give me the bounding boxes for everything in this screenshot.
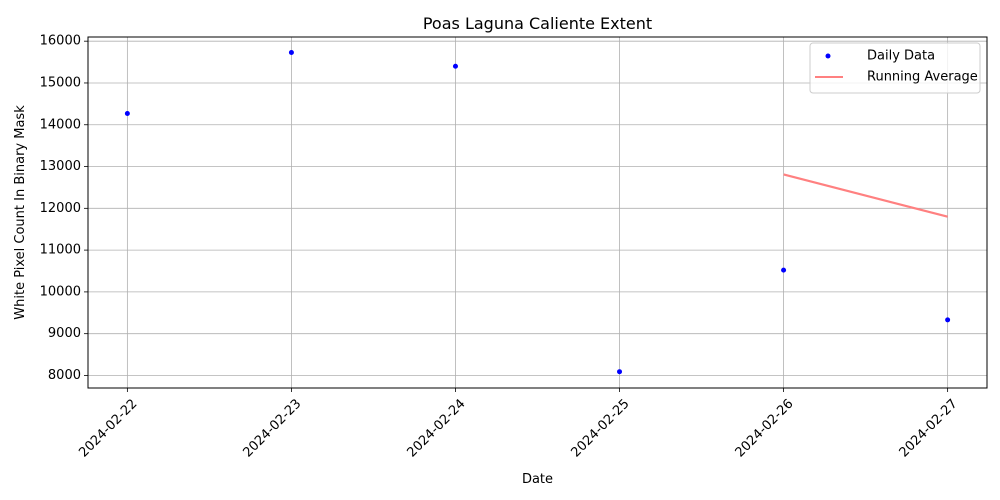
plot-frame bbox=[87, 36, 988, 389]
y-tick-label: 10000 bbox=[40, 284, 81, 299]
running-average-series bbox=[783, 173, 948, 218]
y-tick-label: 16000 bbox=[40, 34, 81, 49]
daily-data-point bbox=[452, 63, 458, 69]
daily-data-point bbox=[617, 369, 623, 375]
daily-data-point bbox=[781, 267, 787, 273]
y-axis-label: White Pixel Count In Binary Mask bbox=[13, 105, 28, 320]
y-tick-label: 13000 bbox=[40, 159, 81, 174]
y-tick-label: 11000 bbox=[40, 243, 81, 258]
legend-label-daily-data: Daily Data bbox=[867, 49, 935, 64]
grid bbox=[88, 37, 987, 388]
y-tick-label: 9000 bbox=[48, 326, 81, 341]
legend-marker-daily-data bbox=[825, 53, 831, 59]
y-tick-label: 14000 bbox=[40, 117, 81, 132]
x-axis-label: Date bbox=[522, 472, 553, 487]
legend-box bbox=[809, 42, 981, 94]
chart-title: Poas Laguna Caliente Extent bbox=[423, 14, 652, 33]
y-tick-label: 8000 bbox=[48, 368, 81, 383]
legend-label-running-average: Running Average bbox=[867, 70, 978, 85]
daily-data-point bbox=[945, 317, 951, 323]
daily-data-point bbox=[288, 49, 294, 55]
daily-data-point bbox=[124, 110, 130, 116]
daily-data-series bbox=[124, 49, 951, 375]
y-tick-label: 15000 bbox=[40, 75, 81, 90]
running-average-line bbox=[783, 173, 948, 218]
y-tick-label: 12000 bbox=[40, 201, 81, 216]
legend: Daily Data Running Average bbox=[809, 42, 981, 94]
y-axis-ticks: 8000 9000 10000 11000 12000 13000 14000 15000 16… bbox=[40, 34, 88, 383]
